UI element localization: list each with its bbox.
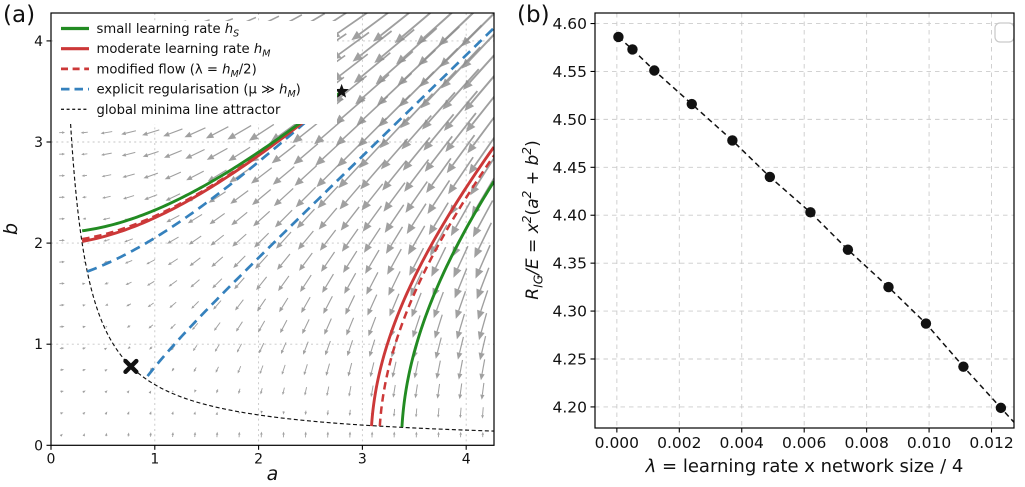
panel-a-x-tick-label: 3 (358, 451, 367, 467)
cross-marker (123, 358, 139, 375)
data-point (727, 135, 738, 146)
trajectory-small-learning-rate-left- (81, 90, 343, 233)
legend-background (54, 21, 337, 124)
empty-legend-box (994, 22, 1015, 43)
panel-a-y-tick-label: 1 (34, 337, 43, 353)
panel-a-x-tick-label: 2 (254, 451, 263, 467)
legend-item: global minima line attractor (61, 103, 281, 118)
panel-a-y-tick-label: 3 (34, 135, 43, 151)
panel-b-y-tick-label: 4.40 (552, 207, 587, 225)
panel-a-y-tick-label: 0 (34, 438, 43, 454)
data-point (958, 361, 969, 372)
data-point (627, 44, 638, 55)
data-point (613, 31, 624, 43)
data-point (649, 65, 660, 76)
panel-a-y-tick-label: 4 (34, 34, 43, 50)
panel-b-label: (b) (517, 2, 550, 28)
panel-a-xaxis-label: a (267, 463, 279, 485)
panel-b-x-tick-label: 0.002 (657, 434, 701, 452)
panel-b-xaxis-label: λ = learning rate x network size / 4 (645, 456, 964, 477)
panel-a-x-tick-label: 1 (150, 451, 159, 467)
panel-b-axes: 0.000 0.002 0.004 0.006 0.008 0.010 0.012 4.20 4… (520, 12, 1015, 477)
panel-b-y-tick-label: 4.55 (552, 63, 587, 81)
panel-b-y-tick-label: 4.20 (552, 398, 587, 416)
panel-b-plot: 0.000 0.002 0.004 0.006 0.008 0.010 0.012 4.20 4… (520, 12, 1015, 477)
panel-b-x-tick-label: 0.000 (595, 434, 639, 452)
panel-b-y-tick-label: 4.25 (552, 350, 587, 368)
panel-a-y-tick-label: 2 (34, 236, 43, 252)
data-point (764, 171, 776, 183)
data-point (686, 98, 697, 110)
panel-b-yaxis-label: RIG/E = x2(a2 + b2) (520, 140, 546, 299)
legend-label: small learning rate hS (97, 22, 240, 39)
panel-b-y-tick-label: 4.50 (552, 111, 587, 129)
legend-item: small learning rate hS (61, 22, 239, 39)
panel-a-x-tick-label: 4 (462, 451, 471, 467)
trend-dashed-line (617, 36, 1014, 423)
panel-b-y-tick-label: 4.30 (552, 303, 587, 321)
data-point (805, 207, 816, 218)
legend-label: moderate learning rate hM (97, 42, 271, 59)
trajectory-small-learning-rate-right- (400, 180, 494, 428)
data-point (883, 281, 894, 293)
panel-b-x-tick-label: 0.004 (720, 434, 764, 452)
panel-a-yaxis-label: b (0, 223, 22, 235)
legend-label: explicit regularisation (μ ≫ hM) (97, 83, 301, 100)
legend-item: modified flow (λ = hM/2) (61, 62, 257, 80)
star-marker (334, 83, 349, 98)
panel-a-x-tick-label: 0 (47, 451, 56, 467)
panel-b-grid (595, 13, 1014, 428)
panel-b-x-tick-label: 0.010 (907, 434, 951, 452)
panel-b-y-tick-label: 4.60 (552, 15, 587, 33)
panel-a-markers (123, 83, 349, 375)
panel-a-plot: small learning rate hS moderate learning … (0, 12, 495, 485)
legend-item: moderate learning rate hM (61, 42, 271, 60)
panel-a-legend: small learning rate hS moderate learning … (54, 21, 337, 124)
panel-b-x-tick-label: 0.008 (844, 434, 888, 452)
legend-label: global minima line attractor (97, 103, 281, 118)
trajectory-moderate-learning-rate-right- (370, 146, 494, 427)
panel-b-y-tick-label: 4.35 (552, 255, 587, 273)
legend-item: explicit regularisation (μ ≫ hM) (61, 83, 301, 100)
data-point (995, 402, 1007, 414)
panel-b-x-tick-label: 0.012 (969, 434, 1013, 452)
panel-b-y-tick-label: 4.45 (552, 159, 587, 177)
panel-a-label: (a) (3, 2, 36, 28)
panel-b-plot-area (595, 13, 1014, 428)
legend-label: modified flow (λ = hM/2) (97, 62, 257, 79)
trajectory-global-minima-line-attractor (69, 117, 494, 432)
trajectory-explicit-regularisation-from-star- (86, 90, 343, 273)
data-point (842, 244, 854, 255)
panel-a-trajectories (69, 26, 494, 432)
trajectory-explicit-regularisation-diagonal-to-min-norm- (146, 26, 494, 377)
panel-b-x-tick-label: 0.006 (782, 434, 826, 452)
trajectory-modified-flow-right- (378, 154, 494, 427)
panel-a-axes: 0 1 2 3 4 0 1 2 3 4 a b (0, 12, 495, 485)
scatter-points (613, 31, 1007, 414)
data-point (920, 318, 932, 329)
